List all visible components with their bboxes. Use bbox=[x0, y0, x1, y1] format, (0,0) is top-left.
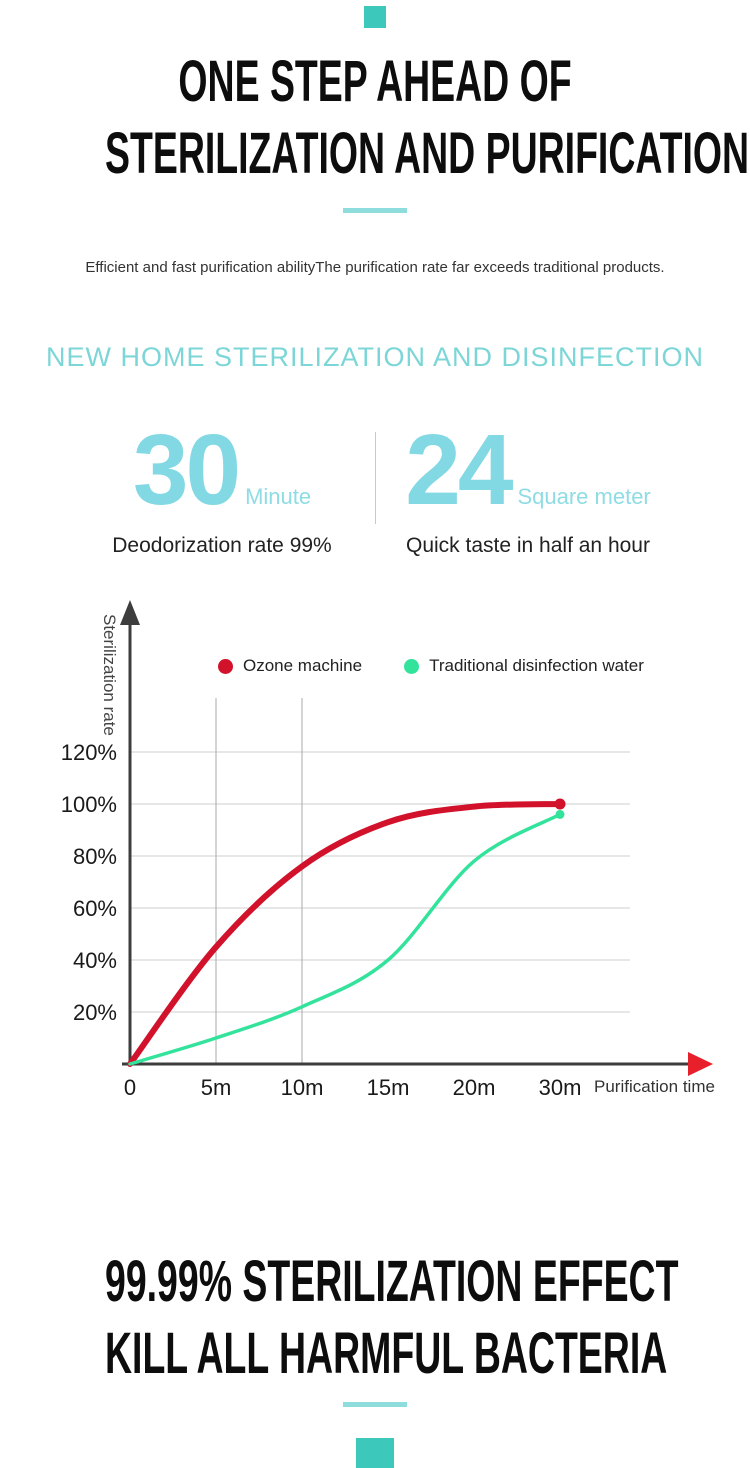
brand-square-bottom-icon bbox=[356, 1438, 394, 1468]
svg-text:60%: 60% bbox=[73, 896, 117, 921]
svg-text:30m: 30m bbox=[539, 1075, 582, 1100]
stat-area: 24 Square meter Quick taste in half an h… bbox=[376, 420, 681, 558]
svg-text:80%: 80% bbox=[73, 844, 117, 869]
legend-item-traditional: Traditional disinfection water bbox=[404, 656, 644, 676]
line-chart-canvas: 20% 40% 60% 80% 100% 120% 0 5m 10m 15m 20m 30m Purif… bbox=[61, 600, 715, 1100]
brand-square-top-icon bbox=[364, 6, 386, 28]
stat-area-caption: Quick taste in half an hour bbox=[406, 534, 650, 557]
svg-text:Purification time: Purification time bbox=[594, 1077, 715, 1096]
hero-title: ONE STEP AHEAD OF STERILIZATION AND PURI… bbox=[0, 46, 750, 190]
stat-minutes-unit: Minute bbox=[245, 484, 312, 509]
legend-dot bbox=[404, 658, 420, 674]
stat-area-unit: Square meter bbox=[517, 484, 651, 509]
svg-text:100%: 100% bbox=[61, 792, 117, 817]
stat-minutes-value: 30 bbox=[132, 414, 241, 526]
stat-minutes: 30 Minute Deodorization rate 99% bbox=[70, 420, 375, 558]
svg-text:10m: 10m bbox=[281, 1075, 324, 1100]
legend-label-traditional: Traditional disinfection water bbox=[429, 656, 644, 675]
footer-title: 99.99% STERILIZATION EFFECT KILL ALL HAR… bbox=[0, 1246, 750, 1390]
footer-title-line2: KILL ALL HARMFUL BACTERIA bbox=[105, 1321, 668, 1387]
hero-title-line2: STERILIZATION AND PURIFICATION bbox=[105, 121, 750, 187]
legend-label-ozone: Ozone machine bbox=[243, 656, 363, 675]
teal-divider-bottom bbox=[343, 1402, 407, 1407]
chart-legend: Ozone machine Traditional disinfection w… bbox=[218, 656, 644, 676]
svg-text:20m: 20m bbox=[453, 1075, 496, 1100]
svg-text:15m: 15m bbox=[367, 1075, 410, 1100]
footer-title-line1: 99.99% STERILIZATION EFFECT bbox=[105, 1249, 679, 1315]
legend-dot bbox=[218, 658, 233, 674]
sterilization-chart: Ozone machine Traditional disinfection w… bbox=[0, 598, 750, 1108]
svg-text:Sterilization rate: Sterilization rate bbox=[100, 614, 119, 736]
svg-text:0: 0 bbox=[124, 1075, 136, 1100]
hero-title-line1: ONE STEP AHEAD OF bbox=[178, 49, 572, 115]
teal-divider-top bbox=[343, 208, 407, 213]
stats-vertical-divider bbox=[374, 432, 376, 524]
section-heading: NEW HOME STERILIZATION AND DISINFECTION bbox=[45, 342, 705, 372]
svg-text:40%: 40% bbox=[73, 948, 117, 973]
svg-text:120%: 120% bbox=[61, 740, 117, 765]
legend-item-ozone: Ozone machine bbox=[218, 656, 362, 676]
stat-minutes-value-row: 30 Minute bbox=[70, 420, 375, 524]
stats-row: 30 Minute Deodorization rate 99% 24 Squa… bbox=[0, 420, 750, 558]
svg-text:5m: 5m bbox=[201, 1075, 232, 1100]
stat-area-value-row: 24 Square meter bbox=[376, 420, 681, 524]
stat-minutes-caption: Deodorization rate 99% bbox=[112, 534, 332, 557]
hero-subtitle: Efficient and fast purification abilityT… bbox=[85, 259, 665, 276]
stat-area-value: 24 bbox=[405, 414, 513, 526]
svg-text:20%: 20% bbox=[73, 1000, 117, 1025]
